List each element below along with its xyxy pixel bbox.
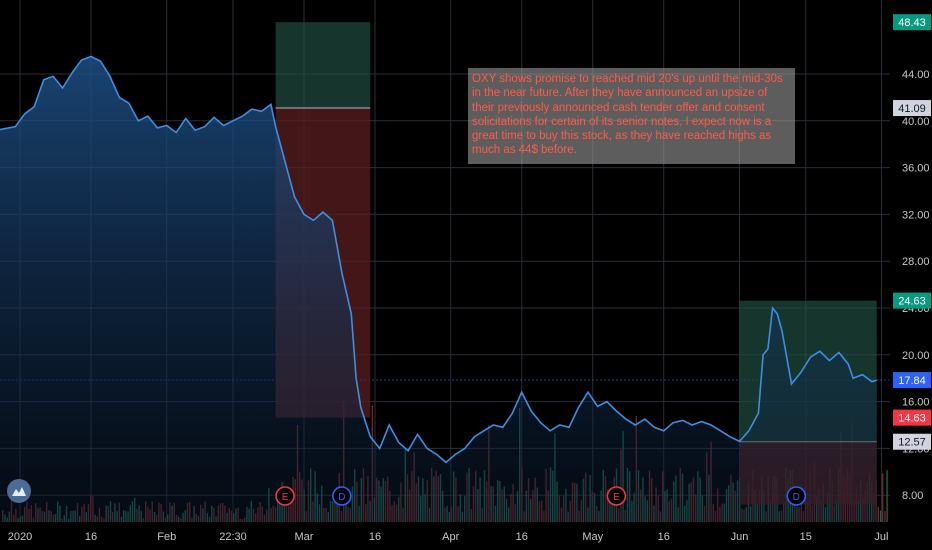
event-marker-circle bbox=[786, 486, 807, 506]
event-marker-e[interactable]: E bbox=[275, 486, 295, 506]
x-tick-label: 16 bbox=[658, 531, 670, 543]
price-label-text: 24.63 bbox=[898, 296, 926, 308]
x-tick-label: Feb bbox=[157, 531, 176, 543]
volume-bar bbox=[879, 510, 882, 522]
y-tick-label: 44.00 bbox=[902, 69, 930, 81]
price-label-17-84: 17.84 bbox=[893, 372, 931, 389]
x-tick-label: 22:30 bbox=[219, 531, 247, 543]
x-tick-label: Jun bbox=[731, 531, 749, 543]
price-label-bg bbox=[893, 409, 931, 426]
price-label-41-09: 41.09 bbox=[893, 100, 931, 117]
volume-bar bbox=[884, 511, 886, 522]
price-label-text: 41.09 bbox=[898, 103, 926, 115]
event-marker-d[interactable]: D bbox=[332, 486, 352, 506]
y-tick-label: 16.00 bbox=[902, 397, 930, 409]
x-tick-label: 16 bbox=[85, 531, 97, 543]
price-label-24-63: 24.63 bbox=[893, 292, 931, 309]
x-tick-label: 16 bbox=[369, 531, 381, 543]
price-label-text: 14.63 bbox=[898, 413, 926, 425]
y-axis-ticks: 44.0040.0036.0032.0028.0024.0020.0016.00… bbox=[902, 69, 930, 502]
event-marker-label: D bbox=[793, 492, 800, 503]
volume-bar bbox=[886, 470, 888, 522]
chart-annotation-note[interactable]: OXY shows promise to reached mid 20's up… bbox=[468, 68, 795, 164]
price-line bbox=[0, 55, 877, 464]
event-marker-circle bbox=[275, 486, 295, 506]
price-label-bg bbox=[893, 433, 931, 450]
x-tick-label: May bbox=[582, 531, 603, 543]
price-label-text: 12.57 bbox=[898, 437, 926, 449]
tradingview-logo-icon[interactable] bbox=[7, 479, 31, 503]
price-label-bg bbox=[893, 292, 931, 309]
y-tick-label: 20.00 bbox=[902, 350, 930, 362]
price-label-bg bbox=[893, 372, 931, 389]
price-label-bg bbox=[893, 14, 931, 31]
x-axis-ticks: 2020 16 Feb 22:30 Mar 16 Apr 16 May 16 Jun 15 Jul bbox=[8, 531, 889, 543]
event-marker-label: E bbox=[282, 492, 289, 503]
price-label-12-57: 12.57 bbox=[893, 433, 931, 450]
event-marker-d[interactable]: D bbox=[786, 486, 807, 506]
price-label-bg bbox=[893, 100, 931, 117]
x-tick-label: Mar bbox=[295, 531, 314, 543]
price-label-text: 17.84 bbox=[898, 375, 926, 387]
price-area-fill bbox=[0, 56, 877, 522]
price-labels: 48.43 41.09 24.63 17.84 14.63 12.57 bbox=[893, 14, 931, 450]
x-tick-label: 15 bbox=[800, 531, 812, 543]
y-tick-label: 32.00 bbox=[902, 209, 930, 221]
volume-bar bbox=[882, 473, 884, 522]
event-marker-circle bbox=[332, 486, 352, 506]
event-marker-label: E bbox=[613, 492, 620, 503]
x-tick-label: 16 bbox=[516, 531, 528, 543]
y-tick-label: 28.00 bbox=[902, 256, 930, 268]
x-tick-label: Apr bbox=[442, 531, 459, 543]
x-tick-label: 2020 bbox=[8, 531, 32, 543]
event-marker-e[interactable]: E bbox=[606, 486, 627, 506]
event-marker-circle bbox=[606, 486, 627, 506]
short-position-risk-zone bbox=[275, 22, 371, 109]
x-tick-label: Jul bbox=[874, 531, 888, 543]
volume-bar bbox=[877, 506, 879, 522]
event-marker-label: D bbox=[338, 492, 345, 503]
y-tick-label: 8.00 bbox=[902, 490, 923, 502]
y-tick-label: 40.00 bbox=[902, 116, 930, 128]
y-tick-label: 36.00 bbox=[902, 163, 930, 175]
price-label-48-43: 48.43 bbox=[893, 14, 931, 31]
price-label-text: 48.43 bbox=[898, 17, 926, 29]
price-label-14-63: 14.63 bbox=[893, 409, 931, 426]
